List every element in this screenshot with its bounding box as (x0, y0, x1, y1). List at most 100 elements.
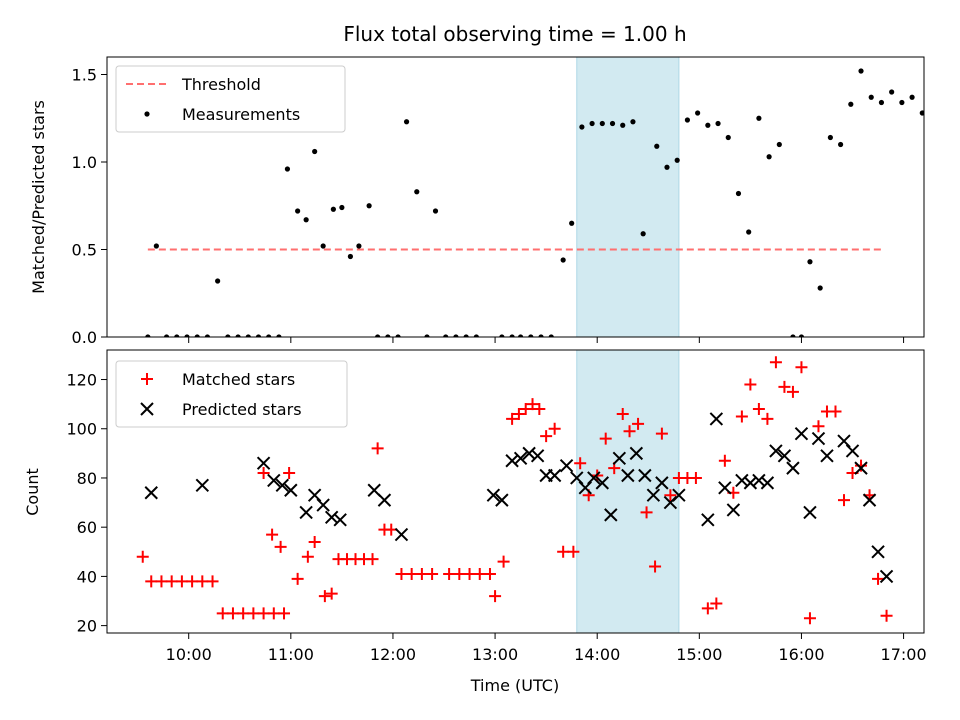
measurement-point (356, 243, 362, 249)
matched-star-point (136, 550, 149, 563)
x-tick-label: 17:00 (881, 645, 927, 664)
top-legend-box (115, 65, 346, 133)
matched-star-point (283, 467, 296, 480)
measurement-point (235, 334, 241, 337)
measurement-point (684, 117, 691, 123)
measurement-point (776, 141, 782, 148)
measurement-point (518, 334, 524, 337)
measurement-point (473, 334, 479, 337)
measurement-point (266, 334, 272, 337)
predicted-star-point (495, 493, 509, 507)
y-tick-label: 1.0 (72, 153, 97, 172)
measurement-point (153, 243, 159, 249)
matched-star-point (426, 567, 439, 580)
matched-star-point (371, 442, 384, 455)
measurement-point (312, 148, 318, 155)
matched-star-point (512, 407, 525, 420)
measurement-point (827, 134, 833, 141)
x-tick-label: 13:00 (472, 645, 518, 664)
legend-matched-label: Matched stars (182, 370, 295, 389)
predicted-star-point (777, 449, 792, 463)
matched-star-point (718, 454, 731, 467)
matched-star-point (463, 567, 476, 580)
measurement-point (320, 243, 326, 249)
matched-star-point (838, 494, 851, 507)
x-tick-label: 15:00 (676, 645, 722, 664)
matched-star-point (175, 575, 188, 588)
measurement-point (499, 334, 505, 337)
measurement-point (589, 120, 595, 127)
measurement-point (858, 68, 864, 74)
predicted-star-point (811, 431, 826, 446)
matched-star-point (769, 356, 782, 369)
bottom-panel: 20 40 60 80 100 120 10:00 11:00 12:00 13:00 14:00… (23, 349, 927, 695)
matched-star-point (366, 553, 379, 566)
y-tick-label: 80 (77, 469, 97, 488)
matched-star-point (803, 612, 816, 625)
bottom-y-axis-label: Count (23, 468, 42, 516)
predicted-star-point (275, 478, 290, 493)
measurement-point (284, 166, 291, 172)
matched-star-point (795, 361, 808, 374)
matched-star-point (872, 572, 885, 585)
predicted-star-point (655, 476, 669, 490)
measurement-point (330, 206, 336, 212)
top-panel: Flux total observing time = 1.00 h 0.00.… (29, 22, 925, 347)
measurement-point (837, 141, 844, 148)
predicted-star-point (735, 473, 749, 488)
predicted-star-point (854, 461, 868, 475)
top-y-axis-label: Matched/Predicted stars (29, 100, 48, 294)
legend-matched-swatch (141, 373, 153, 385)
matched-star-point (237, 607, 250, 620)
matched-star-point (519, 403, 532, 416)
y-tick-label: 0.0 (72, 328, 97, 347)
predicted-star-point (629, 446, 644, 461)
matched-star-point (489, 590, 502, 603)
predicted-star-point (394, 527, 409, 542)
matched-star-point (247, 607, 260, 620)
measurement-point (432, 208, 439, 214)
matched-star-point (533, 403, 546, 416)
predicted-star-point (820, 449, 834, 463)
measurement-point (798, 334, 805, 337)
measurement-point (620, 122, 626, 128)
measurement-point (548, 334, 554, 337)
predicted-star-point (267, 473, 281, 488)
measurement-point (204, 334, 211, 337)
matched-star-point (274, 540, 287, 553)
predicted-star-point (786, 461, 800, 475)
legend-threshold-label: Threshold (181, 75, 261, 94)
measurement-point (347, 253, 353, 260)
x-axis-label: Time (UTC) (470, 676, 559, 695)
predicted-star-point (324, 510, 339, 525)
predicted-star-point (646, 488, 661, 502)
matched-star-point (735, 410, 748, 423)
measurement-point (295, 208, 301, 214)
matched-star-point (632, 417, 645, 430)
measurement-point (215, 278, 221, 284)
measurement-point (528, 334, 534, 337)
measurement-point (766, 154, 772, 160)
measurement-point (664, 164, 670, 170)
matched-star-point (812, 420, 825, 433)
y-tick-label: 40 (77, 567, 97, 586)
predicted-star-point (195, 478, 210, 493)
matched-star-point (506, 412, 519, 425)
legend-predicted-swatch (140, 402, 154, 416)
measurement-point (424, 334, 430, 337)
matched-star-point (226, 607, 239, 620)
y-tick-label: 100 (66, 420, 97, 439)
matched-star-point (325, 587, 338, 600)
matched-star-point (257, 467, 270, 480)
legend-measurements-label: Measurements (182, 105, 300, 124)
matched-star-point (186, 575, 199, 588)
predicted-star-point (256, 456, 271, 470)
matched-star-point (761, 412, 774, 425)
predicted-star-point (505, 454, 519, 468)
top-legend: Threshold Measurements (115, 65, 346, 133)
measurement-point (366, 203, 372, 209)
top-x-ticks (188, 337, 905, 343)
measurement-point (569, 220, 575, 226)
matched-star-point (155, 575, 168, 588)
predicted-star-point (871, 545, 885, 559)
